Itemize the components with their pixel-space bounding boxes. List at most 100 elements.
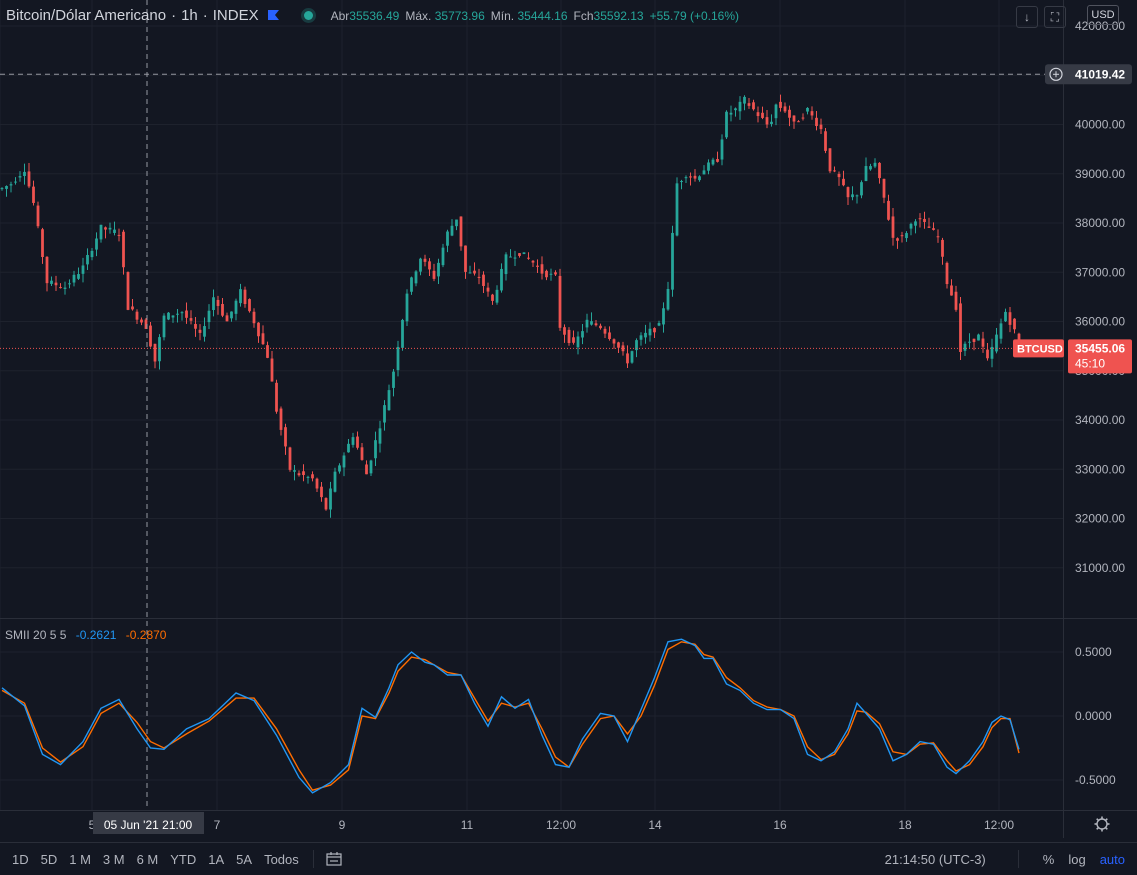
candle-body bbox=[396, 346, 400, 371]
settings-gear-icon bbox=[1094, 816, 1110, 832]
fullscreen-icon[interactable]: ⛶ bbox=[1044, 6, 1066, 28]
candle-body bbox=[392, 371, 395, 388]
candle-up bbox=[990, 338, 994, 368]
clock-timezone[interactable]: 21:14:50 (UTC-3) bbox=[884, 851, 986, 867]
percent-scale-button[interactable]: % bbox=[1042, 851, 1055, 867]
indicator-name[interactable]: SMII bbox=[5, 628, 30, 642]
candle-up bbox=[203, 317, 206, 342]
candle-body bbox=[153, 343, 157, 362]
candle-up bbox=[855, 194, 859, 204]
auto-scale-button[interactable]: auto bbox=[1099, 851, 1125, 867]
candle-down bbox=[288, 446, 292, 472]
candle-up bbox=[468, 265, 472, 274]
interval-label[interactable]: 1h bbox=[181, 7, 198, 24]
candle-down bbox=[810, 106, 814, 120]
candle-body bbox=[95, 238, 98, 250]
candle-up bbox=[446, 229, 449, 253]
bottom-toolbar: 1D 5D 1 M 3 M 6 M YTD 1A 5A Todos 21:14:… bbox=[0, 842, 1137, 875]
candle-body bbox=[594, 323, 598, 326]
candle-body bbox=[657, 323, 661, 326]
candle-up bbox=[1004, 308, 1007, 323]
candle-up bbox=[9, 181, 13, 193]
candle-body bbox=[630, 351, 634, 363]
candle-down bbox=[477, 268, 481, 285]
candle-down bbox=[603, 326, 607, 338]
currency-button[interactable]: USD bbox=[1087, 5, 1119, 25]
chart-canvas[interactable]: 42000.0041000.0040000.0039000.0038000.00… bbox=[0, 0, 1137, 842]
candle-down bbox=[275, 379, 278, 414]
candle-body bbox=[878, 162, 881, 179]
candle-body bbox=[905, 233, 908, 239]
candle-down bbox=[491, 293, 494, 305]
settings-gear-icon bbox=[1104, 826, 1108, 830]
range-3m[interactable]: 3 M bbox=[102, 851, 125, 867]
candle-up bbox=[869, 163, 872, 171]
candle-body bbox=[0, 188, 4, 190]
candle-up bbox=[549, 268, 553, 281]
candle-down bbox=[297, 470, 301, 477]
candle-body bbox=[72, 274, 76, 283]
candle-up bbox=[738, 96, 742, 120]
symbol-name[interactable]: Bitcoin/Dólar Americano bbox=[6, 7, 167, 24]
range-1a[interactable]: 1A bbox=[208, 851, 225, 867]
legend-separator: · bbox=[202, 7, 208, 24]
indicator-legend[interactable]: SMII 20 5 5 -0.2621 -0.2870 bbox=[5, 628, 166, 642]
candle-body bbox=[180, 312, 184, 314]
range-5a[interactable]: 5A bbox=[236, 851, 253, 867]
candle-body bbox=[99, 224, 103, 240]
download-icon[interactable]: ↓ bbox=[1016, 6, 1038, 28]
crosshair-price-box bbox=[1045, 64, 1132, 85]
candle-down bbox=[567, 327, 571, 346]
range-6m[interactable]: 6 M bbox=[136, 851, 159, 867]
candle-body bbox=[374, 440, 377, 459]
candle-body bbox=[770, 121, 773, 125]
candle-body bbox=[864, 166, 868, 182]
candle-body bbox=[410, 277, 413, 292]
candle-down bbox=[986, 343, 989, 361]
candle-body bbox=[405, 293, 409, 322]
candle-down bbox=[153, 343, 157, 369]
candle-down bbox=[122, 229, 125, 275]
log-scale-button[interactable]: log bbox=[1068, 851, 1086, 867]
candle-body bbox=[936, 236, 940, 238]
candle-body bbox=[45, 256, 49, 284]
candle-down bbox=[599, 323, 602, 330]
range-ytd[interactable]: YTD bbox=[170, 851, 197, 867]
candle-up bbox=[306, 475, 310, 484]
candle-down bbox=[594, 320, 598, 327]
candle-body bbox=[225, 315, 229, 322]
candles bbox=[0, 94, 1021, 518]
symbol-legend[interactable]: Bitcoin/Dólar Americano · 1h · INDEX Abr… bbox=[6, 7, 745, 24]
candle-down bbox=[486, 282, 490, 297]
candle-body bbox=[315, 478, 319, 489]
candle-down bbox=[527, 252, 530, 260]
candle-body bbox=[954, 291, 958, 310]
price-tick-label: 38000.00 bbox=[1075, 216, 1125, 230]
candle-body bbox=[351, 437, 355, 445]
candle-down bbox=[761, 106, 764, 120]
candle-up bbox=[77, 267, 80, 280]
range-1d[interactable]: 1D bbox=[12, 851, 29, 867]
candle-body bbox=[252, 311, 256, 324]
symbol-tag-box bbox=[1013, 339, 1064, 358]
candle-body bbox=[324, 498, 328, 510]
calendar-range-icon[interactable] bbox=[326, 852, 342, 866]
range-5d[interactable]: 5D bbox=[40, 851, 58, 867]
candle-body bbox=[455, 219, 458, 227]
range-all[interactable]: Todos bbox=[264, 851, 299, 867]
candle-up bbox=[914, 219, 917, 234]
candle-up bbox=[5, 185, 8, 197]
candle-down bbox=[144, 318, 148, 329]
candle-body bbox=[1008, 312, 1012, 325]
candle-body bbox=[419, 258, 422, 272]
candle-body bbox=[216, 299, 220, 306]
candle-body bbox=[734, 108, 737, 111]
candle-body bbox=[689, 176, 692, 178]
candle-down bbox=[464, 245, 467, 279]
candle-body bbox=[684, 177, 688, 179]
candle-body bbox=[414, 271, 418, 284]
range-1m[interactable]: 1 M bbox=[69, 851, 91, 867]
candle-body bbox=[297, 473, 301, 476]
candle-down bbox=[365, 460, 368, 475]
candle-up bbox=[18, 171, 22, 182]
